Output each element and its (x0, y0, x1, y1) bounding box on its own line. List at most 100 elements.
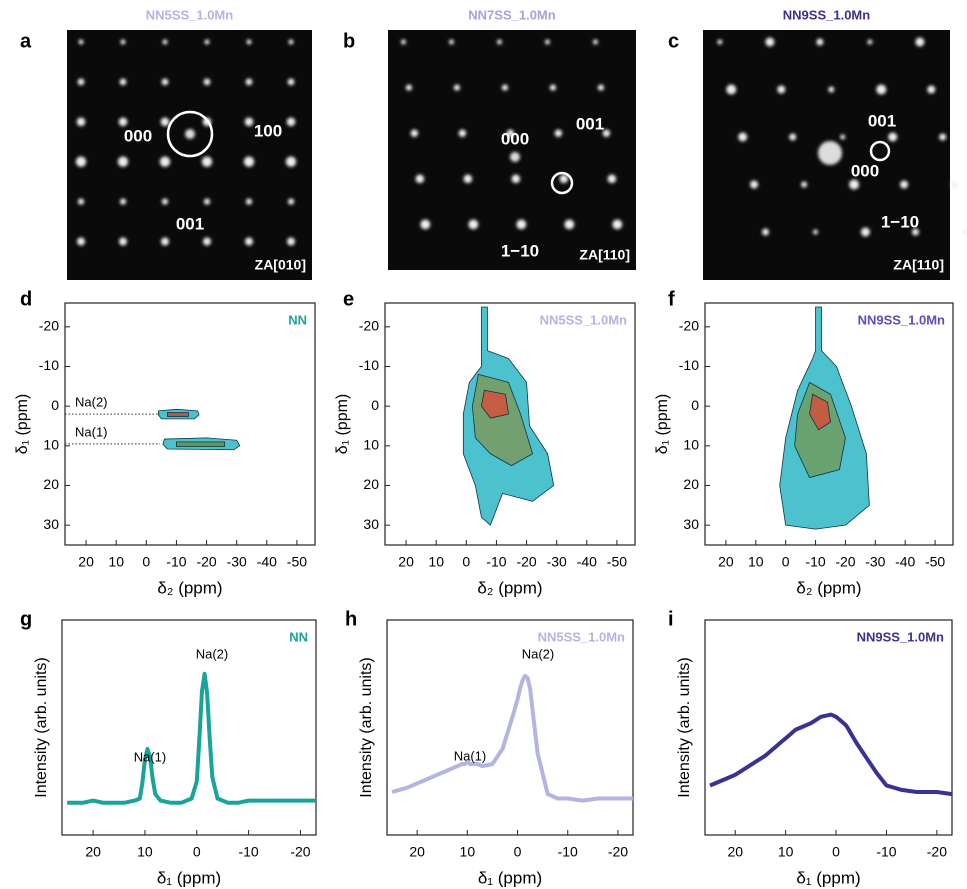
diffraction-spot (120, 39, 126, 45)
diffraction-spot (453, 84, 461, 91)
diffraction-spot (544, 39, 550, 45)
x-tick-label: 10 (748, 554, 764, 570)
x-tick-label: 0 (782, 554, 790, 570)
y-tick-label: -10 (679, 357, 699, 373)
x-tick-label: -10 (876, 844, 896, 860)
diffraction-spot (612, 219, 623, 230)
diffraction-spot (288, 39, 294, 45)
diffraction-spot (927, 85, 936, 94)
diffraction-spot (592, 39, 598, 45)
diffraction-spot (245, 198, 253, 205)
selection-ring (166, 110, 214, 158)
x-tick-label: 0 (832, 844, 840, 860)
panel-letter: b (343, 30, 355, 52)
contour-region (809, 393, 831, 431)
y-tick-label: -20 (359, 318, 379, 334)
diffraction-spot (78, 39, 84, 45)
x-tick-label: -40 (577, 554, 597, 570)
plot-frame (64, 302, 316, 546)
x-axis-label: δ₂ (ppm) (477, 578, 542, 597)
panel-letter: h (345, 608, 357, 630)
y-tick-label: 30 (683, 516, 699, 532)
y-tick-label: 30 (363, 516, 379, 532)
diffraction-spot (602, 129, 611, 137)
spectrum-line (391, 673, 633, 803)
panel-letter: e (343, 288, 354, 310)
diffraction-spot (243, 156, 255, 167)
diffraction-spot (840, 134, 846, 140)
peak-label: Na(1) (454, 748, 487, 763)
x-tick-label: 20 (85, 844, 101, 860)
diffraction-spot (77, 237, 85, 246)
diffraction-spot (726, 84, 737, 95)
diffraction-spot (119, 237, 127, 246)
diffraction-spot (750, 180, 759, 189)
diffraction-spot (549, 84, 557, 91)
sample-label: NN (289, 629, 308, 644)
x-tick-label: -40 (895, 554, 915, 570)
x-tick-label: 20 (727, 844, 743, 860)
diffraction-spot (765, 37, 775, 47)
x-tick-label: 10 (778, 844, 794, 860)
y-axis-label: Intensity (arb. units) (358, 657, 375, 798)
spot-label: 100 (254, 121, 282, 140)
diffraction-spot (246, 39, 252, 45)
diffraction-spot (738, 132, 748, 142)
contour-region (167, 412, 189, 417)
central-spot (818, 141, 842, 165)
x-axis-label: δ₂ (ppm) (796, 578, 861, 597)
diffraction-spot (75, 156, 87, 167)
diffraction-spot (77, 198, 85, 205)
image-title: NN5SS_1.0Mn (146, 7, 233, 22)
diffraction-spot (204, 39, 210, 45)
diffraction-spot (761, 228, 769, 236)
x-tick-label: -50 (287, 554, 307, 570)
spot-label: 1−10 (881, 212, 919, 231)
diffraction-spot (118, 117, 128, 127)
x-tick-label: 0 (514, 844, 522, 860)
diffraction-spot (876, 84, 887, 95)
selection-ring (869, 140, 891, 162)
panel-letter: d (20, 288, 32, 310)
y-tick-label: -10 (39, 357, 59, 373)
diffraction-spot (415, 174, 425, 184)
diffraction-spot (564, 219, 575, 230)
plot-frame (704, 302, 954, 546)
x-tick-label: -20 (516, 554, 536, 570)
spots (400, 39, 623, 230)
diffraction-spot (867, 39, 873, 45)
diffraction-spot (501, 84, 509, 91)
diffraction-spot (597, 84, 605, 91)
panel-letter: i (668, 608, 674, 630)
plot-frame (386, 619, 634, 836)
diffraction-spot (117, 156, 129, 167)
spot-label: 000 (501, 129, 529, 148)
y-axis-label: δ₁ (ppm) (14, 394, 31, 455)
diffraction-spot (420, 219, 431, 230)
x-tick-label: -20 (835, 554, 855, 570)
y-tick-label: 10 (683, 437, 699, 453)
diffraction-spot (203, 237, 211, 246)
diffraction-spot (511, 174, 521, 184)
y-tick-label: -20 (39, 318, 59, 334)
x-tick-label: 10 (108, 554, 124, 570)
x-tick-label: 20 (409, 844, 425, 860)
x-tick-label: 20 (718, 554, 734, 570)
zone-axis: ZA[110] (893, 257, 944, 273)
x-tick-label: 10 (137, 844, 153, 860)
x-tick-label: -30 (547, 554, 567, 570)
x-tick-label: -10 (238, 844, 258, 860)
diffraction-spot (951, 181, 958, 188)
diffraction-spot (76, 117, 86, 127)
sample-label: NN (288, 312, 307, 327)
diffraction-spot (496, 39, 502, 45)
diffraction-spot (812, 229, 818, 235)
diffraction-spot (888, 132, 898, 142)
spot-label: 000 (124, 126, 152, 145)
diffraction-spot (159, 156, 171, 167)
diffraction-spot (458, 129, 467, 137)
y-tick-label: 20 (363, 476, 379, 492)
x-tick-label: -20 (927, 844, 947, 860)
x-tick-label: -10 (166, 554, 186, 570)
x-tick-label: -20 (608, 844, 628, 860)
